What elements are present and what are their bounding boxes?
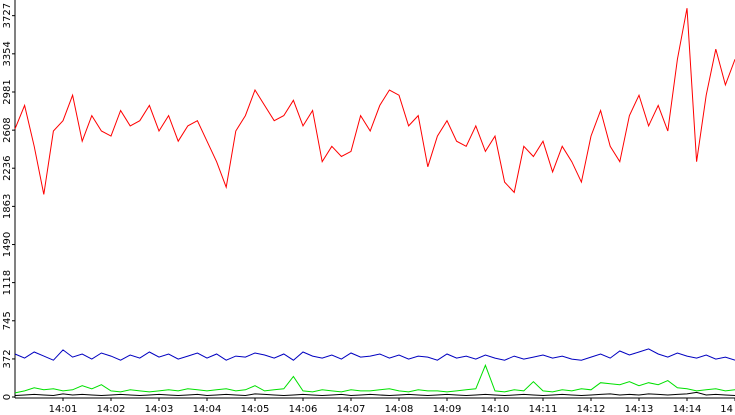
y-tick-label: 2236 [2, 155, 13, 180]
y-tick-label: 2608 [2, 117, 13, 142]
x-tick-label: 14:03 [145, 404, 174, 415]
y-tick-label: 1490 [2, 232, 13, 257]
y-tick-label: 0 [2, 394, 13, 400]
y-tick-label: 1863 [2, 194, 13, 219]
x-tick-label: 14:13 [625, 404, 654, 415]
x-tick-label: 14:12 [577, 404, 606, 415]
x-tick-label: 14:08 [385, 404, 414, 415]
x-tick-label: 14:14 [673, 404, 702, 415]
series-line [14, 391, 735, 397]
y-tick-label: 3354 [2, 41, 13, 66]
x-tick-label: 14:09 [433, 404, 462, 415]
x-tick-label: 14:07 [337, 404, 366, 415]
y-tick-label: 745 [2, 311, 13, 330]
x-tick-label: 14:02 [97, 404, 126, 415]
x-tick-label: 14:01 [49, 404, 78, 415]
series-line [14, 8, 735, 195]
series-line [14, 363, 735, 394]
x-tick-label: 14:11 [529, 404, 558, 415]
y-tick-label: 372 [2, 349, 13, 368]
y-tick-label: 2981 [2, 79, 13, 104]
y-tick-label: 3727 [2, 3, 13, 28]
x-tick-label: 14:04 [193, 404, 222, 415]
y-tick-label: 1118 [2, 270, 13, 295]
x-tick-label: 14:10 [481, 404, 510, 415]
series-line [14, 348, 735, 361]
x-tick-label: 14 [720, 404, 733, 415]
x-tick-label: 14:05 [241, 404, 270, 415]
x-tick-label: 14:06 [289, 404, 318, 415]
